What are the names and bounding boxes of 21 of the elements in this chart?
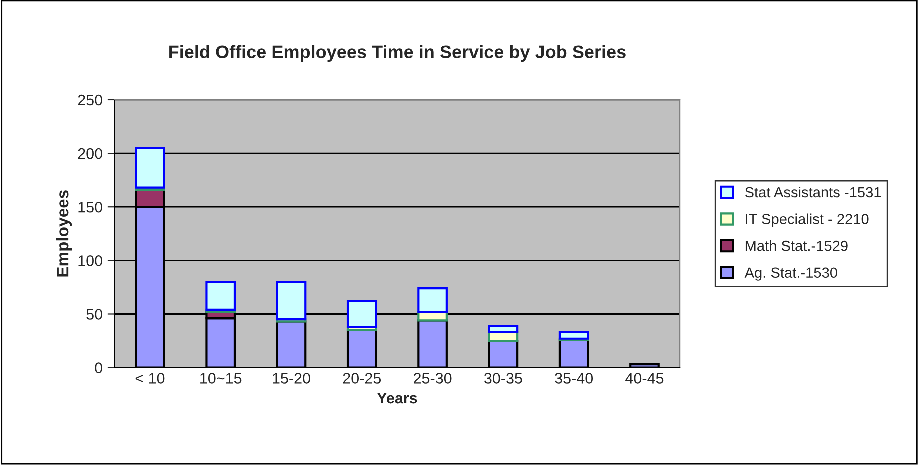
x-tick-label: 25-30 [414,373,452,384]
y-tick-label: 150 [78,202,102,213]
y-tick-label: 50 [86,309,102,320]
legend-label: IT Specialist - 2210 [746,214,869,228]
y-tick-label: 200 [78,148,102,160]
x-tick-label: < 10 [136,373,165,384]
y-tick-label: 250 [78,94,102,106]
x-tick-label: 35-40 [555,373,594,384]
x-tick-label: 20-25 [343,373,382,384]
legend-label: Stat Assistants -1531 [745,186,882,198]
x-tick-label: 30-35 [484,373,522,384]
chart-title: Field Office Employees Time in Service by Job Series [170,45,626,62]
y-axis-title: Employees [56,190,72,277]
legend-label: Ag. Stat.-1530 [744,268,838,281]
x-tick-label: 40-45 [626,373,664,384]
legend-label: Math Stat.-1529 [746,240,848,252]
x-tick-label: 15-20 [273,373,310,384]
x-tick-label: 10~15 [200,373,242,384]
y-tick-label: 100 [78,256,102,266]
y-tick-label: 0 [95,362,102,374]
x-axis-title: Years [377,393,418,404]
